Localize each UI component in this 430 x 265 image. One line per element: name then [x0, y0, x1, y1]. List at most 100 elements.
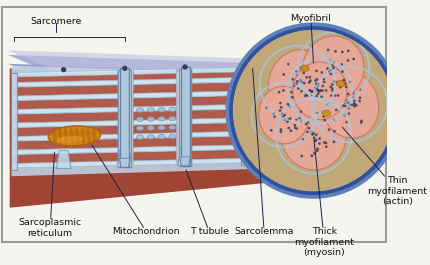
Polygon shape — [14, 80, 117, 87]
Circle shape — [323, 81, 326, 83]
Circle shape — [294, 126, 297, 129]
Polygon shape — [14, 134, 117, 141]
Circle shape — [320, 71, 323, 74]
Text: Thick
myofilament
(myosin): Thick myofilament (myosin) — [295, 139, 354, 257]
Circle shape — [323, 119, 326, 122]
Text: Mitochondrion: Mitochondrion — [92, 145, 180, 236]
Circle shape — [286, 120, 289, 123]
Ellipse shape — [52, 128, 57, 144]
Circle shape — [300, 67, 302, 69]
Ellipse shape — [259, 86, 309, 144]
Circle shape — [286, 119, 289, 122]
Polygon shape — [14, 139, 117, 151]
Circle shape — [316, 92, 319, 95]
Polygon shape — [179, 69, 191, 166]
Circle shape — [352, 96, 354, 99]
Polygon shape — [14, 86, 117, 97]
Text: Sarcomere: Sarcomere — [31, 17, 82, 26]
Polygon shape — [134, 106, 176, 111]
Circle shape — [305, 76, 308, 79]
Circle shape — [318, 142, 321, 145]
Circle shape — [287, 127, 290, 129]
Polygon shape — [192, 145, 245, 151]
Circle shape — [342, 104, 345, 107]
Polygon shape — [14, 121, 117, 127]
Ellipse shape — [75, 128, 80, 144]
Circle shape — [301, 154, 303, 157]
Circle shape — [315, 69, 318, 72]
Circle shape — [273, 115, 276, 118]
Polygon shape — [14, 107, 117, 114]
Polygon shape — [134, 138, 176, 148]
Circle shape — [348, 112, 350, 115]
Circle shape — [332, 67, 335, 70]
Circle shape — [310, 90, 313, 92]
Circle shape — [335, 109, 338, 111]
Circle shape — [333, 140, 335, 143]
Ellipse shape — [303, 36, 364, 101]
Circle shape — [329, 59, 332, 61]
Polygon shape — [10, 68, 289, 208]
Ellipse shape — [136, 108, 144, 112]
Circle shape — [359, 89, 362, 91]
Polygon shape — [14, 126, 117, 137]
Text: Sarcoplasmic
reticulum: Sarcoplasmic reticulum — [18, 152, 82, 238]
Circle shape — [296, 70, 298, 72]
Circle shape — [279, 109, 281, 112]
Circle shape — [353, 103, 356, 106]
Circle shape — [282, 115, 284, 118]
Circle shape — [318, 90, 321, 93]
Circle shape — [345, 121, 348, 123]
FancyBboxPatch shape — [252, 108, 298, 117]
Ellipse shape — [158, 117, 165, 121]
Circle shape — [319, 89, 322, 92]
Circle shape — [316, 85, 319, 87]
Circle shape — [312, 90, 314, 93]
Polygon shape — [134, 69, 176, 74]
Ellipse shape — [64, 128, 68, 144]
Text: T tubule: T tubule — [186, 170, 229, 236]
Circle shape — [333, 80, 336, 83]
Circle shape — [309, 79, 312, 82]
Polygon shape — [134, 79, 176, 84]
Circle shape — [325, 89, 328, 92]
Circle shape — [308, 76, 311, 78]
Polygon shape — [192, 69, 245, 80]
Circle shape — [61, 67, 66, 72]
Circle shape — [332, 66, 335, 69]
Circle shape — [346, 99, 348, 102]
Circle shape — [345, 86, 347, 88]
Circle shape — [314, 79, 317, 82]
Circle shape — [293, 84, 295, 87]
Ellipse shape — [92, 128, 97, 144]
Polygon shape — [14, 113, 117, 124]
Circle shape — [315, 139, 317, 142]
Ellipse shape — [86, 128, 91, 144]
Circle shape — [315, 112, 318, 114]
Circle shape — [331, 83, 334, 86]
Circle shape — [292, 83, 295, 85]
Ellipse shape — [281, 102, 346, 170]
Circle shape — [321, 89, 324, 92]
Circle shape — [288, 118, 291, 121]
Polygon shape — [134, 98, 176, 108]
Circle shape — [308, 127, 310, 130]
Circle shape — [302, 138, 304, 141]
Circle shape — [334, 50, 337, 53]
Circle shape — [331, 64, 334, 67]
Polygon shape — [192, 118, 245, 123]
Circle shape — [314, 87, 316, 89]
Polygon shape — [134, 152, 176, 162]
Ellipse shape — [293, 62, 347, 120]
Circle shape — [295, 70, 298, 73]
Circle shape — [295, 127, 298, 130]
Circle shape — [295, 83, 298, 85]
Circle shape — [318, 137, 321, 140]
Ellipse shape — [169, 125, 176, 130]
Circle shape — [306, 94, 309, 97]
Ellipse shape — [169, 134, 176, 139]
Circle shape — [327, 48, 329, 51]
Polygon shape — [192, 104, 245, 110]
Circle shape — [289, 117, 292, 120]
Circle shape — [352, 92, 354, 95]
